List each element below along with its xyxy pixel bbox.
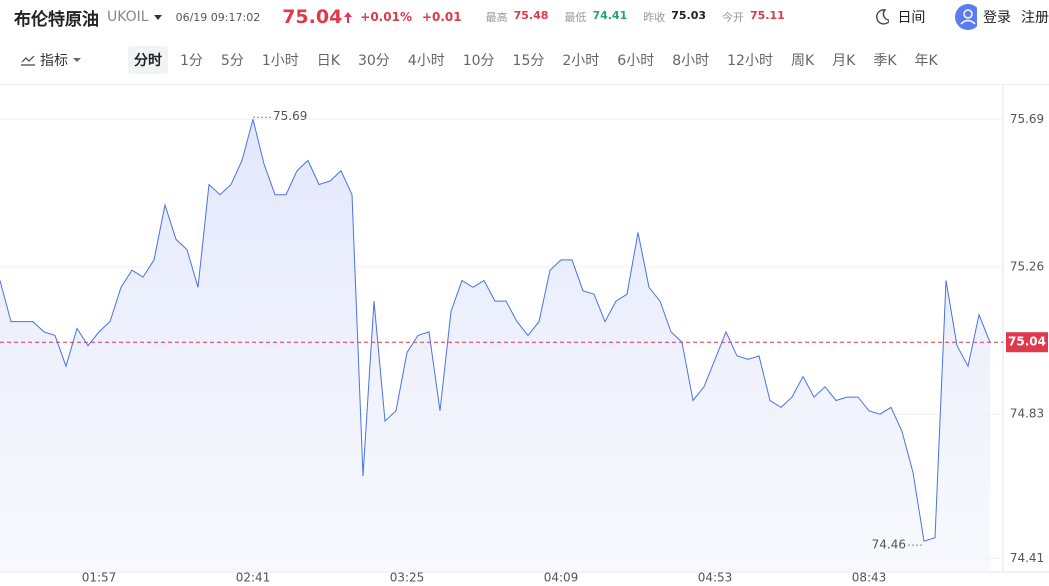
dropdown-icon xyxy=(153,15,162,20)
x-tick-label: 04:53 xyxy=(698,571,733,585)
period-tab[interactable]: 8小时 xyxy=(672,53,710,69)
period-tab[interactable]: 周K xyxy=(790,53,815,69)
low-label: 74.46 xyxy=(872,538,906,552)
indicator-icon xyxy=(21,55,35,66)
period-tab[interactable]: 日K xyxy=(316,53,340,69)
y-tick-label: 75.69 xyxy=(1010,112,1044,126)
period-tab[interactable]: 月K xyxy=(832,53,856,69)
area xyxy=(0,119,990,573)
last-price-label: 75.04 xyxy=(1008,335,1046,349)
login[interactable]: 登录 xyxy=(983,10,1012,26)
y-tick-label: 74.83 xyxy=(1010,407,1044,421)
chart: 75.69 75.26 74.83 74.41 01:57 02:41 03:25 04:09… xyxy=(0,85,1049,585)
period-tab[interactable]: 4小时 xyxy=(407,53,445,69)
indicator[interactable]: 指标 xyxy=(40,53,68,69)
high-label: 75.69 xyxy=(273,109,307,123)
moon-icon xyxy=(875,9,890,25)
change: +0.01 xyxy=(421,10,462,24)
x-tick-label: 08:43 xyxy=(852,571,887,585)
y-tick-label: 75.26 xyxy=(1010,259,1044,273)
periods: 分时 1分 5分 1小时 日K 30分 4小时 10分 15分 2小时 6小时 8小时 12小时 周K 月K… xyxy=(128,46,950,74)
period-tab[interactable]: 30分 xyxy=(357,53,390,69)
stat-value: 75.48 xyxy=(513,9,549,22)
stat-label: 最低 xyxy=(564,11,587,24)
stats: 最高 75.48 最低 74.41 昨收 75.03 今开 75.11 xyxy=(486,9,801,25)
theme-toggle[interactable]: 日间 xyxy=(897,10,926,26)
title: 布伦特原油 xyxy=(14,9,99,30)
period-tab[interactable]: 6小时 xyxy=(617,53,655,69)
stat-label: 今开 xyxy=(722,11,745,24)
stat-value: 74.41 xyxy=(592,9,628,22)
period-tab[interactable]: 1小时 xyxy=(261,53,299,69)
register[interactable]: 注册 xyxy=(1021,10,1049,26)
x-tick-label: 04:09 xyxy=(544,571,579,585)
period-tab[interactable]: 分时 xyxy=(128,46,168,74)
up-arrow xyxy=(344,12,353,23)
x-tick-label: 03:25 xyxy=(390,571,425,585)
y-tick-label: 74.41 xyxy=(1010,551,1044,565)
period-tab[interactable]: 1分 xyxy=(180,53,203,69)
separator xyxy=(0,84,1049,85)
toolbar: 指标 分时 1分 5分 1小时 日K 30分 4小时 10分 15分 2小时 6小时 8小时 12小时 周… xyxy=(0,42,1049,78)
stat-value: 75.11 xyxy=(750,9,785,22)
x-tick-label: 02:41 xyxy=(236,571,271,585)
period-tab[interactable]: 12小时 xyxy=(727,53,773,69)
period-tab[interactable]: 15分 xyxy=(512,53,545,69)
last-price-tag xyxy=(1006,332,1048,353)
x-tick-label: 01:57 xyxy=(82,571,117,585)
period-tab[interactable]: 季K xyxy=(873,53,897,69)
header: 布伦特原油 UKOIL 06/19 09:17:02 75.04 +0.01% … xyxy=(0,0,1049,34)
change-pct: +0.01% xyxy=(360,10,412,24)
symbol[interactable]: UKOIL xyxy=(107,9,149,25)
period-tab[interactable]: 5分 xyxy=(220,53,244,69)
price-line xyxy=(0,119,991,542)
price: 75.04 xyxy=(282,6,343,28)
dropdown-icon xyxy=(73,58,81,62)
datetime: 06/19 09:17:02 xyxy=(175,10,261,24)
period-tab[interactable]: 10分 xyxy=(462,53,495,69)
stat-label: 最高 xyxy=(485,11,508,24)
period-tab[interactable]: 2小时 xyxy=(562,53,600,69)
period-tab[interactable]: 年K xyxy=(914,53,938,69)
avatar[interactable] xyxy=(955,4,978,30)
stat-value: 75.03 xyxy=(671,9,707,22)
stat-label: 昨收 xyxy=(643,11,666,24)
